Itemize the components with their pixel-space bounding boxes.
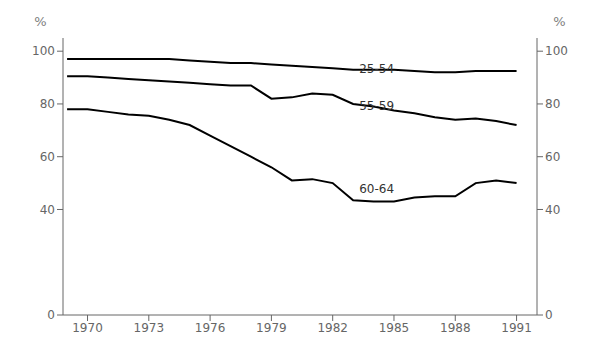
svg-text:40: 40 — [545, 203, 560, 217]
svg-text:1970: 1970 — [72, 321, 103, 335]
svg-text:1973: 1973 — [134, 321, 165, 335]
svg-text:80: 80 — [545, 97, 560, 111]
svg-text:60: 60 — [545, 150, 560, 164]
svg-text:1976: 1976 — [195, 321, 226, 335]
svg-text:80: 80 — [40, 97, 55, 111]
svg-text:100: 100 — [545, 44, 568, 58]
svg-text:1988: 1988 — [440, 321, 471, 335]
svg-text:60: 60 — [40, 150, 55, 164]
svg-text:60-64: 60-64 — [359, 182, 394, 196]
svg-text:1985: 1985 — [379, 321, 410, 335]
svg-text:40: 40 — [40, 203, 55, 217]
svg-text:1979: 1979 — [256, 321, 287, 335]
svg-text:1982: 1982 — [317, 321, 348, 335]
svg-text:0: 0 — [545, 308, 553, 322]
svg-text:%: % — [553, 14, 565, 29]
svg-text:0: 0 — [47, 308, 55, 322]
svg-text:100: 100 — [32, 44, 55, 58]
svg-text:1991: 1991 — [501, 321, 532, 335]
svg-text:55-59: 55-59 — [359, 99, 394, 113]
svg-text:%: % — [34, 14, 46, 29]
svg-text:25-54: 25-54 — [359, 62, 394, 76]
